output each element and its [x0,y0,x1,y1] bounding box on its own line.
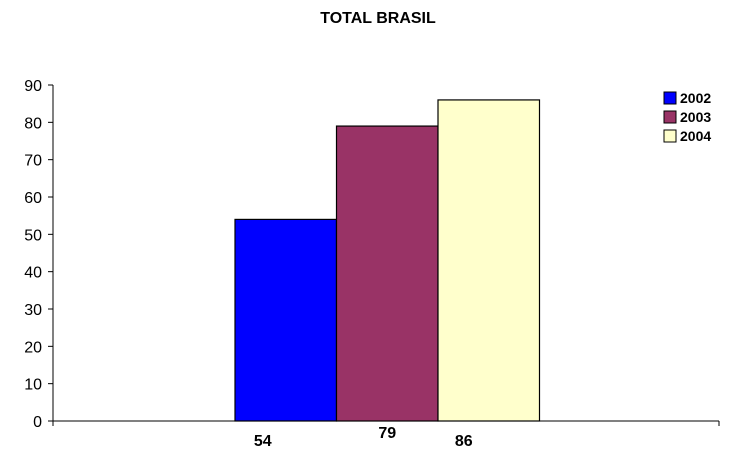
bar-value-label-2004: 86 [455,433,473,450]
y-tick-label: 30 [24,302,42,319]
legend-label-2002: 2002 [680,90,711,106]
bar-2004 [437,99,541,422]
bar-2002 [234,218,338,422]
y-tick-label: 90 [24,78,42,95]
y-tick-label: 80 [24,115,42,132]
y-tick-label: 20 [24,339,42,356]
y-tick-label: 40 [24,265,42,282]
legend: 2002 2003 2004 [663,90,711,144]
legend-swatch-2002 [663,91,677,105]
legend-swatch-2003 [663,110,677,124]
y-tick-label: 50 [24,227,42,244]
data-labels-group: 54 79 86 [254,425,473,450]
chart-title: TOTAL BRASIL [320,10,436,27]
y-tick-label: 70 [24,153,42,170]
chart-axes: 0 10 20 30 40 50 60 70 80 90 [24,78,720,431]
legend-label-2004: 2004 [680,128,711,144]
bar-value-label-2002: 54 [254,433,272,450]
y-tick-label: 60 [24,190,42,207]
y-tick-label: 10 [24,377,42,394]
bar-value-label-2003: 79 [378,425,396,442]
bars-group [234,99,541,422]
legend-label-2003: 2003 [680,109,711,125]
legend-swatch-2004 [663,129,677,143]
bar-2003 [335,125,439,422]
y-tick-label: 0 [33,414,42,431]
